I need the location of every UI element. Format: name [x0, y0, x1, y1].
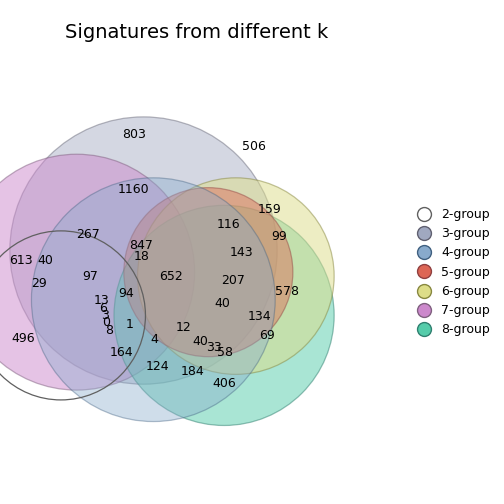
Text: 652: 652 [159, 270, 183, 283]
Circle shape [138, 178, 334, 374]
Text: 506: 506 [241, 140, 266, 153]
Text: 58: 58 [217, 346, 233, 359]
Text: 69: 69 [260, 329, 275, 342]
Text: 33: 33 [206, 341, 221, 354]
Text: 184: 184 [181, 365, 205, 377]
Text: 1160: 1160 [118, 183, 150, 196]
Text: 3: 3 [101, 309, 109, 322]
Circle shape [124, 187, 293, 357]
Text: 578: 578 [275, 285, 299, 298]
Text: 116: 116 [216, 219, 240, 231]
Text: 164: 164 [109, 346, 133, 359]
Text: 97: 97 [83, 270, 98, 283]
Text: 8: 8 [105, 324, 113, 337]
Text: 94: 94 [118, 287, 134, 300]
Circle shape [10, 117, 277, 384]
Text: 406: 406 [212, 376, 236, 390]
Text: 0: 0 [102, 316, 110, 329]
Text: 803: 803 [122, 128, 146, 141]
Text: 124: 124 [146, 360, 169, 373]
Text: 40: 40 [37, 254, 53, 267]
Text: 134: 134 [247, 309, 271, 323]
Circle shape [31, 178, 275, 421]
Circle shape [114, 205, 334, 425]
Text: 207: 207 [221, 274, 245, 286]
Legend: 2-group, 3-group, 4-group, 5-group, 6-group, 7-group, 8-group: 2-group, 3-group, 4-group, 5-group, 6-gr… [407, 203, 495, 341]
Text: 12: 12 [176, 321, 192, 334]
Text: 18: 18 [134, 250, 150, 263]
Text: 4: 4 [151, 333, 158, 346]
Text: 143: 143 [230, 246, 254, 259]
Text: 613: 613 [9, 254, 32, 267]
Text: 99: 99 [271, 230, 287, 243]
Text: 6: 6 [99, 302, 107, 315]
Text: 29: 29 [31, 278, 46, 290]
Text: 1: 1 [126, 318, 134, 331]
Text: 40: 40 [214, 297, 230, 310]
Text: 40: 40 [193, 335, 209, 348]
Text: 159: 159 [258, 203, 281, 216]
Circle shape [0, 154, 195, 390]
Text: 13: 13 [94, 294, 109, 307]
Text: 847: 847 [130, 239, 153, 252]
Text: 267: 267 [77, 228, 100, 241]
Text: Signatures from different k: Signatures from different k [65, 23, 328, 42]
Text: 496: 496 [12, 333, 35, 345]
